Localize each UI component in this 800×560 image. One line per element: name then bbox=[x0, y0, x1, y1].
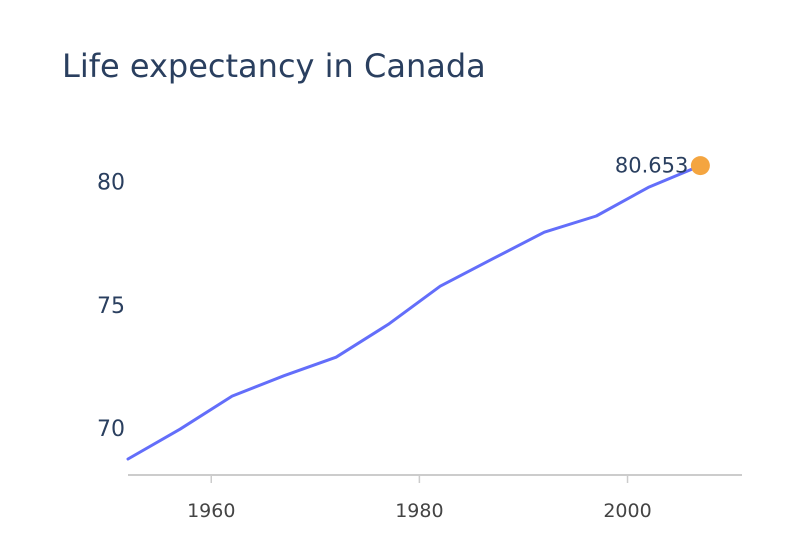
series-layer: 80.653 bbox=[126, 154, 710, 461]
y-axis-ticks: 70 75 80 bbox=[97, 171, 125, 442]
chart-title: Life expectancy in Canada bbox=[62, 47, 486, 85]
x-tick-label: 1980 bbox=[395, 500, 443, 522]
y-tick-label: 80 bbox=[97, 171, 125, 196]
x-tick-label: 2000 bbox=[603, 500, 651, 522]
series-line bbox=[126, 164, 702, 461]
x-tick-label: 1960 bbox=[187, 500, 235, 522]
y-tick-label: 75 bbox=[97, 294, 125, 319]
y-tick-label: 70 bbox=[97, 417, 125, 442]
highlight-point bbox=[690, 156, 710, 176]
data-label: 80.653 bbox=[615, 154, 688, 178]
x-axis-ticks: 1960 1980 2000 bbox=[187, 475, 652, 522]
